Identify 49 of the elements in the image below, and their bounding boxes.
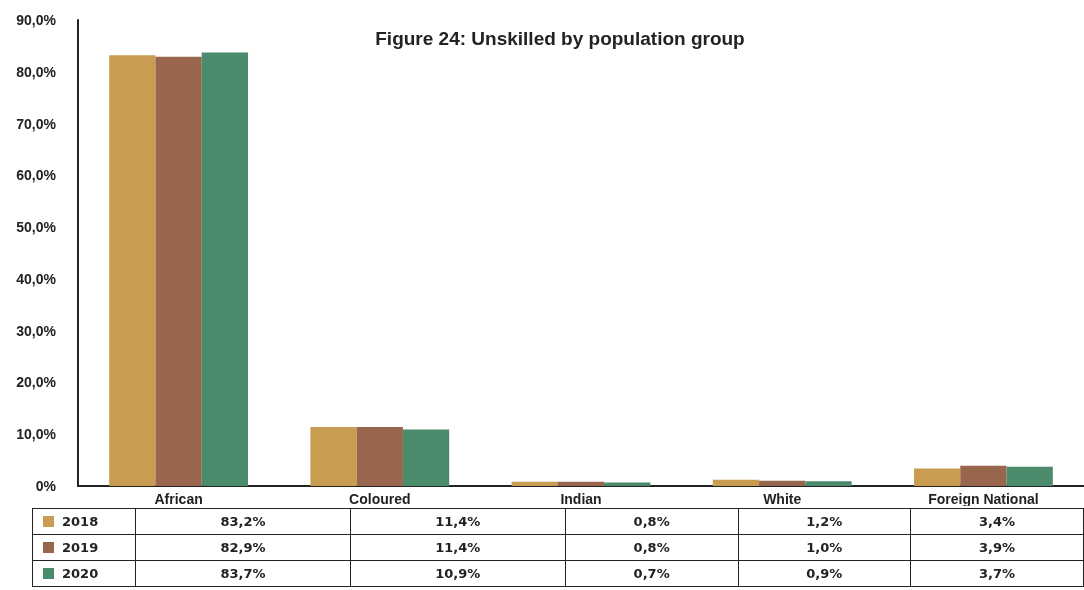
y-tick-label: 20,0% (16, 374, 57, 391)
legend-label: 2018 (32, 508, 136, 535)
legend-label: 2020 (32, 560, 136, 587)
y-tick-label: 60,0% (16, 167, 57, 184)
data-label: 1,2% (738, 508, 911, 535)
data-label: 10,9% (350, 560, 566, 587)
data-label: 11,4% (350, 508, 566, 535)
y-tick-label: 50,0% (16, 219, 57, 236)
data-label: 3,7% (910, 560, 1084, 587)
bar (759, 480, 806, 486)
data-label: 0,8% (565, 534, 738, 561)
data-label: 3,9% (910, 534, 1084, 561)
x-tick-label: Foreign National (928, 491, 1039, 507)
y-tick-label: 70,0% (16, 115, 57, 132)
bar (310, 426, 357, 486)
chart-title: Figure 24: Unskilled by population group (375, 28, 745, 49)
y-tick-label: 40,0% (16, 270, 57, 287)
bar (805, 481, 852, 486)
y-tick-label: 10,0% (16, 426, 57, 443)
bar (712, 479, 760, 486)
y-tick-label: 0% (35, 478, 57, 494)
data-label: 0,8% (565, 508, 738, 535)
x-tick-label: White (763, 491, 802, 507)
x-tick-label: Coloured (349, 491, 411, 507)
x-tick-label: African (154, 491, 203, 507)
y-tick-label: 90,0% (16, 12, 57, 28)
legend-label: 2019 (32, 534, 136, 561)
bar (356, 426, 403, 486)
y-tick-label: 80,0% (16, 63, 57, 80)
data-label: 3,4% (910, 508, 1084, 535)
data-label: 0,7% (565, 560, 738, 587)
bar (604, 482, 651, 486)
bar (402, 429, 450, 486)
bar (155, 56, 202, 486)
data-label: 83,2% (135, 508, 351, 535)
bar (109, 55, 156, 486)
y-tick-label: 30,0% (16, 322, 57, 339)
x-tick-label: Indian (560, 491, 602, 507)
data-label: 82,9% (135, 534, 351, 561)
bar (960, 465, 1007, 486)
data-label: 1,0% (738, 534, 911, 561)
data-label: 11,4% (350, 534, 566, 561)
bar (1006, 466, 1053, 486)
data-label: 0,9% (738, 560, 911, 587)
bar (557, 481, 605, 486)
bar (511, 481, 558, 486)
bar (201, 52, 249, 486)
data-label: 83,7% (135, 560, 351, 587)
bar (913, 468, 961, 486)
